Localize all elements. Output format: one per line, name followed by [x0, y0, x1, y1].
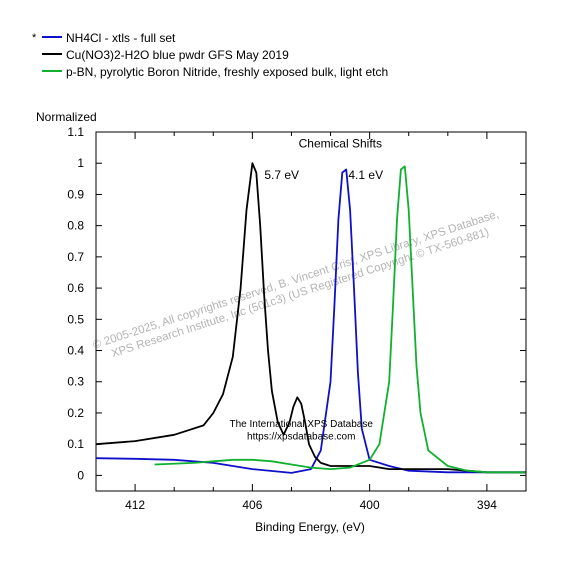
legend-label-nh4cl: NH4Cl - xtls - full set: [66, 31, 176, 45]
y-tick-label: 0.3: [67, 375, 84, 389]
series-line-nh4cl: [95, 168, 526, 474]
chart-annotations: Chemical Shifts 5.7 eV 4.1 eV The Internati…: [230, 137, 384, 443]
y-tick-label: 0.4: [67, 344, 84, 358]
series-line-pbn: [154, 165, 526, 474]
y-axis-title: Normalized: [36, 110, 97, 124]
legend-label-cu-nitrate: Cu(NO3)2-H2O blue pwdr GFS May 2019: [66, 48, 289, 62]
annotation-shift-5-7: 5.7 eV: [264, 168, 299, 182]
x-tick-label: 406: [242, 498, 262, 512]
x-axis-title: Binding Energy, (eV): [255, 520, 365, 534]
annotation-database-name: The International XPS Database: [230, 419, 374, 430]
watermark-line-2: XPS Research Institute, Inc (501c3) (US …: [110, 226, 491, 360]
annotation-chemical-shifts: Chemical Shifts: [299, 137, 382, 151]
legend: * NH4Cl - xtls - full set Cu(NO3)2-H2O b…: [32, 31, 388, 79]
x-tick-label: 412: [125, 498, 145, 512]
y-tick-label: 0.8: [67, 219, 84, 233]
x-tick-label: 400: [360, 498, 380, 512]
y-tick-label: 0.2: [67, 406, 84, 420]
y-tick-label: 0.9: [67, 187, 84, 201]
y-axis-ticks: 0 0.1 0.2 0.3 0.4 0.5 0.6 0.7 0.8 0.9 1 1.1: [67, 125, 526, 482]
copyright-watermark: © 2005-2025, All copyrights reserved, B.…: [92, 208, 501, 360]
plot-frame: [95, 131, 527, 492]
annotation-database-url: https://xpsdatabase.com: [247, 431, 355, 442]
y-tick-label: 0: [77, 468, 84, 482]
x-tick-label: 394: [477, 498, 497, 512]
y-tick-label: 0.5: [67, 312, 84, 326]
y-tick-label: 0.1: [67, 437, 84, 451]
x-axis-ticks: 412 406 400 394: [95, 132, 527, 512]
y-tick-label: 1: [77, 156, 84, 170]
y-tick-label: 1.1: [67, 125, 84, 139]
y-tick-label: 0.7: [67, 250, 84, 264]
legend-marker: *: [32, 32, 37, 44]
watermark-line-1: © 2005-2025, All copyrights reserved, B.…: [92, 208, 501, 351]
series-line-cu-nitrate: [95, 162, 526, 474]
series-lines: [95, 162, 526, 474]
legend-label-pbn: p-BN, pyrolytic Boron Nitride, freshly e…: [66, 65, 388, 79]
annotation-shift-4-1: 4.1 eV: [348, 168, 383, 182]
y-tick-label: 0.6: [67, 281, 84, 295]
